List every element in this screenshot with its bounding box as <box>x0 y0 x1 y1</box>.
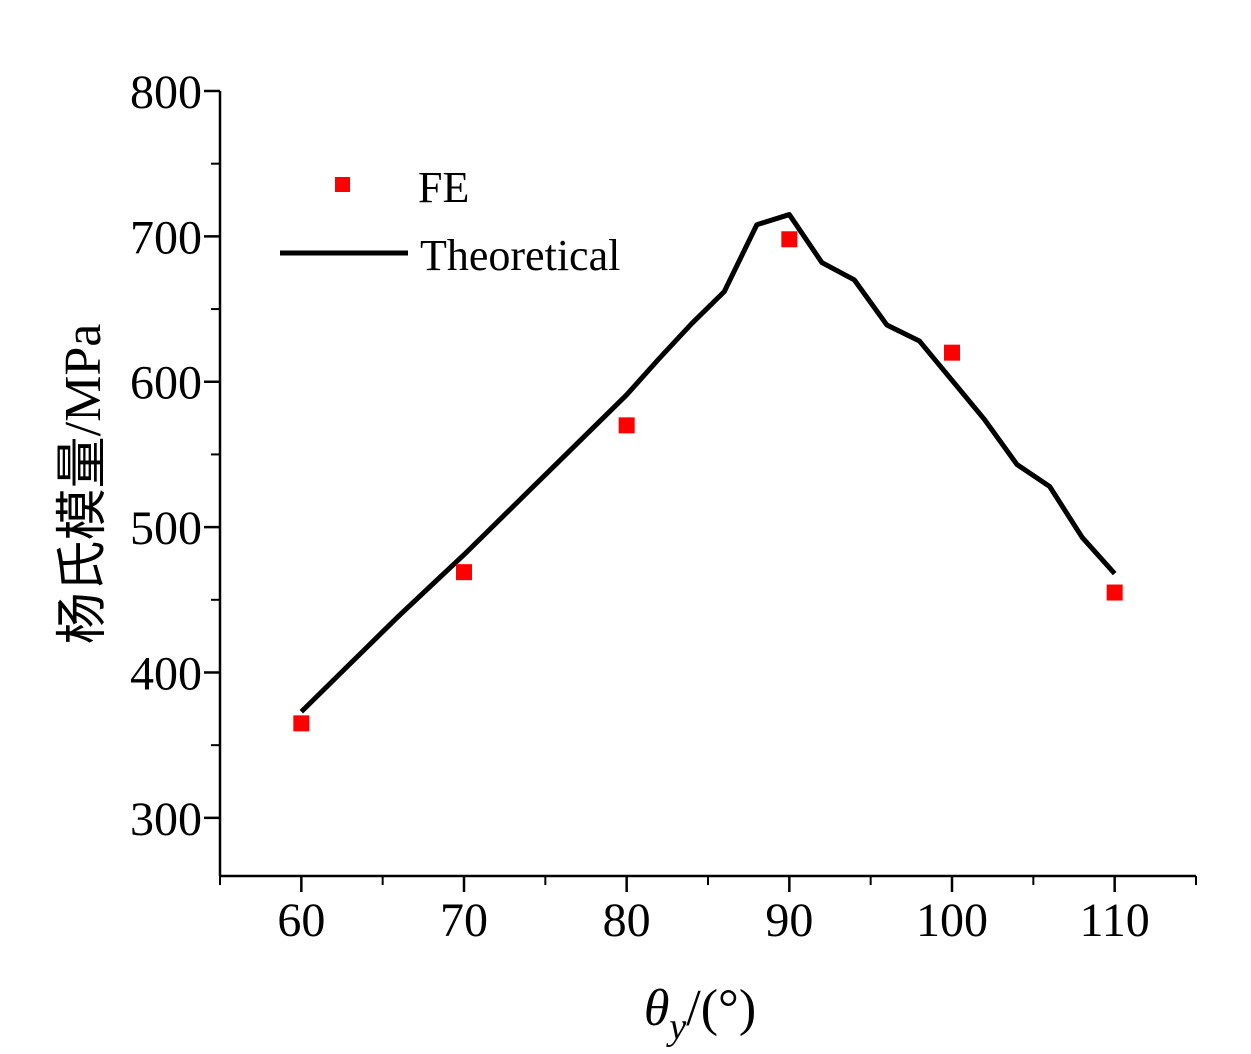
plot-area <box>293 212 1123 732</box>
x-tick-label: 100 <box>916 894 988 947</box>
x-tick-label: 60 <box>277 894 325 947</box>
x-label-symbol: θ <box>644 980 670 1037</box>
fe-point <box>781 231 798 248</box>
axes: 300 400 500 600 700 800 60 70 80 90 100 110 <box>130 66 1197 947</box>
x-tick-label: 80 <box>603 894 651 947</box>
x-tick-label: 90 <box>765 894 813 947</box>
fe-point <box>456 564 472 581</box>
x-label-subscript: y <box>665 1006 686 1048</box>
x-label-unit: /(°) <box>686 980 756 1037</box>
legend-marker-fe <box>335 177 350 192</box>
y-tick-label: 700 <box>130 211 202 264</box>
x-tick-label: 110 <box>1080 894 1150 947</box>
fe-point <box>1106 584 1123 601</box>
y-tick-label: 300 <box>130 793 202 846</box>
y-tick-label: 800 <box>130 66 202 119</box>
fe-point <box>944 344 960 361</box>
y-tick-label: 600 <box>130 357 202 410</box>
legend: FE Theoretical <box>280 163 620 280</box>
y-tick-label: 500 <box>130 502 202 555</box>
legend-label-theoretical: Theoretical <box>420 231 620 280</box>
theoretical-line <box>299 212 1117 714</box>
y-axis-label: 杨氏模量/MPa <box>55 324 112 645</box>
fe-point <box>618 417 635 434</box>
fe-point <box>293 715 310 732</box>
y-tick-label: 400 <box>130 647 202 700</box>
legend-label-fe: FE <box>418 163 469 212</box>
x-axis-label: θy/(°) <box>644 980 756 1048</box>
x-tick-label: 70 <box>440 894 488 947</box>
